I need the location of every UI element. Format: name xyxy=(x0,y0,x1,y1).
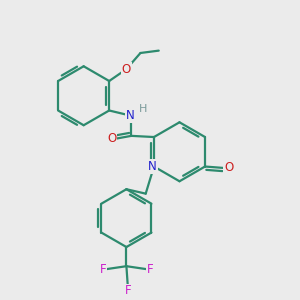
Text: F: F xyxy=(147,262,153,276)
Text: F: F xyxy=(124,284,131,298)
Text: O: O xyxy=(107,132,116,145)
Text: F: F xyxy=(100,262,106,276)
Text: N: N xyxy=(148,160,157,173)
Text: H: H xyxy=(139,104,147,114)
Text: N: N xyxy=(125,109,134,122)
Text: O: O xyxy=(224,161,233,175)
Text: O: O xyxy=(122,63,131,76)
